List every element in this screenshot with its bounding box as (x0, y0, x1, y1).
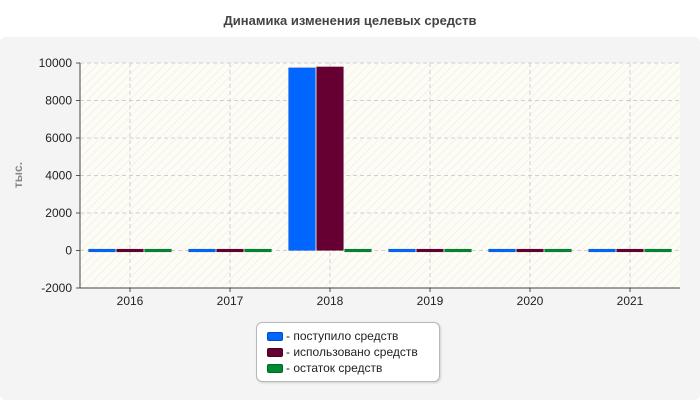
bar-2020-series-2 (544, 248, 572, 253)
bar-2019-series-2 (444, 248, 472, 253)
y-axis-label: тыс. (11, 162, 25, 188)
x-tick-label: 2020 (517, 294, 544, 308)
bar-2021-series-1 (616, 248, 644, 253)
bar-2020-series-1 (516, 248, 544, 253)
bar-2016-series-0 (88, 248, 116, 253)
bar-2019-series-1 (416, 248, 444, 253)
y-tick-label: -2000 (41, 281, 72, 295)
bar-2021-series-2 (644, 248, 672, 253)
y-tick-label: 0 (65, 244, 72, 258)
x-tick-label: 2019 (417, 294, 444, 308)
chart-legend: - поступило средств - использовано средс… (256, 322, 440, 382)
legend-item-balance: - остаток средств (267, 360, 439, 376)
legend-swatch-balance (267, 363, 283, 373)
legend-label-used: - использовано средств (286, 345, 418, 359)
legend-swatch-received (267, 331, 283, 341)
legend-swatch-used (267, 347, 283, 357)
legend-label-received: - поступило средств (286, 329, 399, 343)
bar-2016-series-1 (116, 248, 144, 253)
y-tick-label: 10000 (39, 56, 73, 70)
bar-layer (88, 66, 672, 253)
x-tick-label: 2021 (617, 294, 644, 308)
bar-2017-series-0 (188, 248, 216, 253)
bar-2017-series-1 (216, 248, 244, 253)
x-tick-label: 2017 (217, 294, 244, 308)
legend-label-balance: - остаток средств (286, 361, 383, 375)
bar-2017-series-2 (244, 248, 272, 253)
y-tick-label: 6000 (45, 131, 72, 145)
bar-2016-series-2 (144, 248, 172, 253)
bar-2018-series-2 (344, 248, 372, 253)
bar-2018-series-0 (288, 67, 316, 251)
axis-layer: -2000 0 2000 4000 6000 8000 10000 2016 2017 2018 2… (39, 56, 680, 308)
y-tick-label: 2000 (45, 206, 72, 220)
y-tick-label: 4000 (45, 169, 72, 183)
bar-2021-series-0 (588, 248, 616, 253)
bar-2018-series-1 (316, 66, 344, 251)
legend-item-received: - поступило средств (267, 328, 439, 344)
y-tick-label: 8000 (45, 94, 72, 108)
x-tick-label: 2016 (117, 294, 144, 308)
bar-2020-series-0 (488, 248, 516, 253)
x-tick-label: 2018 (317, 294, 344, 308)
bar-2019-series-0 (388, 248, 416, 253)
plot-area-hatch (80, 63, 680, 288)
legend-item-used: - использовано средств (267, 344, 439, 360)
chart-title: Динамика изменения целевых средств (224, 13, 477, 28)
